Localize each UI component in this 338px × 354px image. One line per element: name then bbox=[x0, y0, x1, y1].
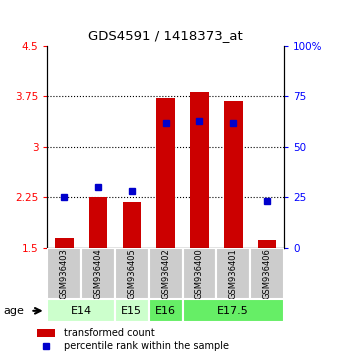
Text: GSM936402: GSM936402 bbox=[161, 248, 170, 299]
Bar bbox=[183, 248, 216, 299]
Bar bbox=[115, 248, 149, 299]
Bar bbox=[81, 248, 115, 299]
Text: E16: E16 bbox=[155, 306, 176, 316]
Bar bbox=[149, 248, 183, 299]
Text: E17.5: E17.5 bbox=[217, 306, 249, 316]
Text: GSM936405: GSM936405 bbox=[127, 248, 136, 299]
Bar bbox=[216, 248, 250, 299]
Title: GDS4591 / 1418373_at: GDS4591 / 1418373_at bbox=[88, 29, 243, 42]
Bar bbox=[156, 98, 175, 248]
Text: transformed count: transformed count bbox=[64, 328, 154, 338]
Bar bbox=[47, 299, 115, 322]
Text: E14: E14 bbox=[71, 306, 92, 316]
Bar bbox=[224, 101, 243, 248]
Text: GSM936403: GSM936403 bbox=[60, 248, 69, 299]
Bar bbox=[183, 299, 284, 322]
Text: age: age bbox=[3, 306, 24, 316]
Bar bbox=[258, 240, 276, 248]
Text: GSM936404: GSM936404 bbox=[94, 248, 102, 299]
Bar bbox=[123, 202, 141, 248]
Bar bbox=[47, 248, 81, 299]
Bar bbox=[149, 299, 183, 322]
Text: GSM936400: GSM936400 bbox=[195, 248, 204, 299]
Text: E15: E15 bbox=[121, 306, 142, 316]
Bar bbox=[55, 238, 74, 248]
Bar bbox=[89, 198, 107, 248]
Text: GSM936406: GSM936406 bbox=[263, 248, 271, 299]
Bar bbox=[37, 329, 55, 337]
Bar bbox=[115, 299, 149, 322]
Bar bbox=[250, 248, 284, 299]
Text: GSM936401: GSM936401 bbox=[229, 248, 238, 299]
Bar bbox=[190, 92, 209, 248]
Text: percentile rank within the sample: percentile rank within the sample bbox=[64, 341, 228, 352]
